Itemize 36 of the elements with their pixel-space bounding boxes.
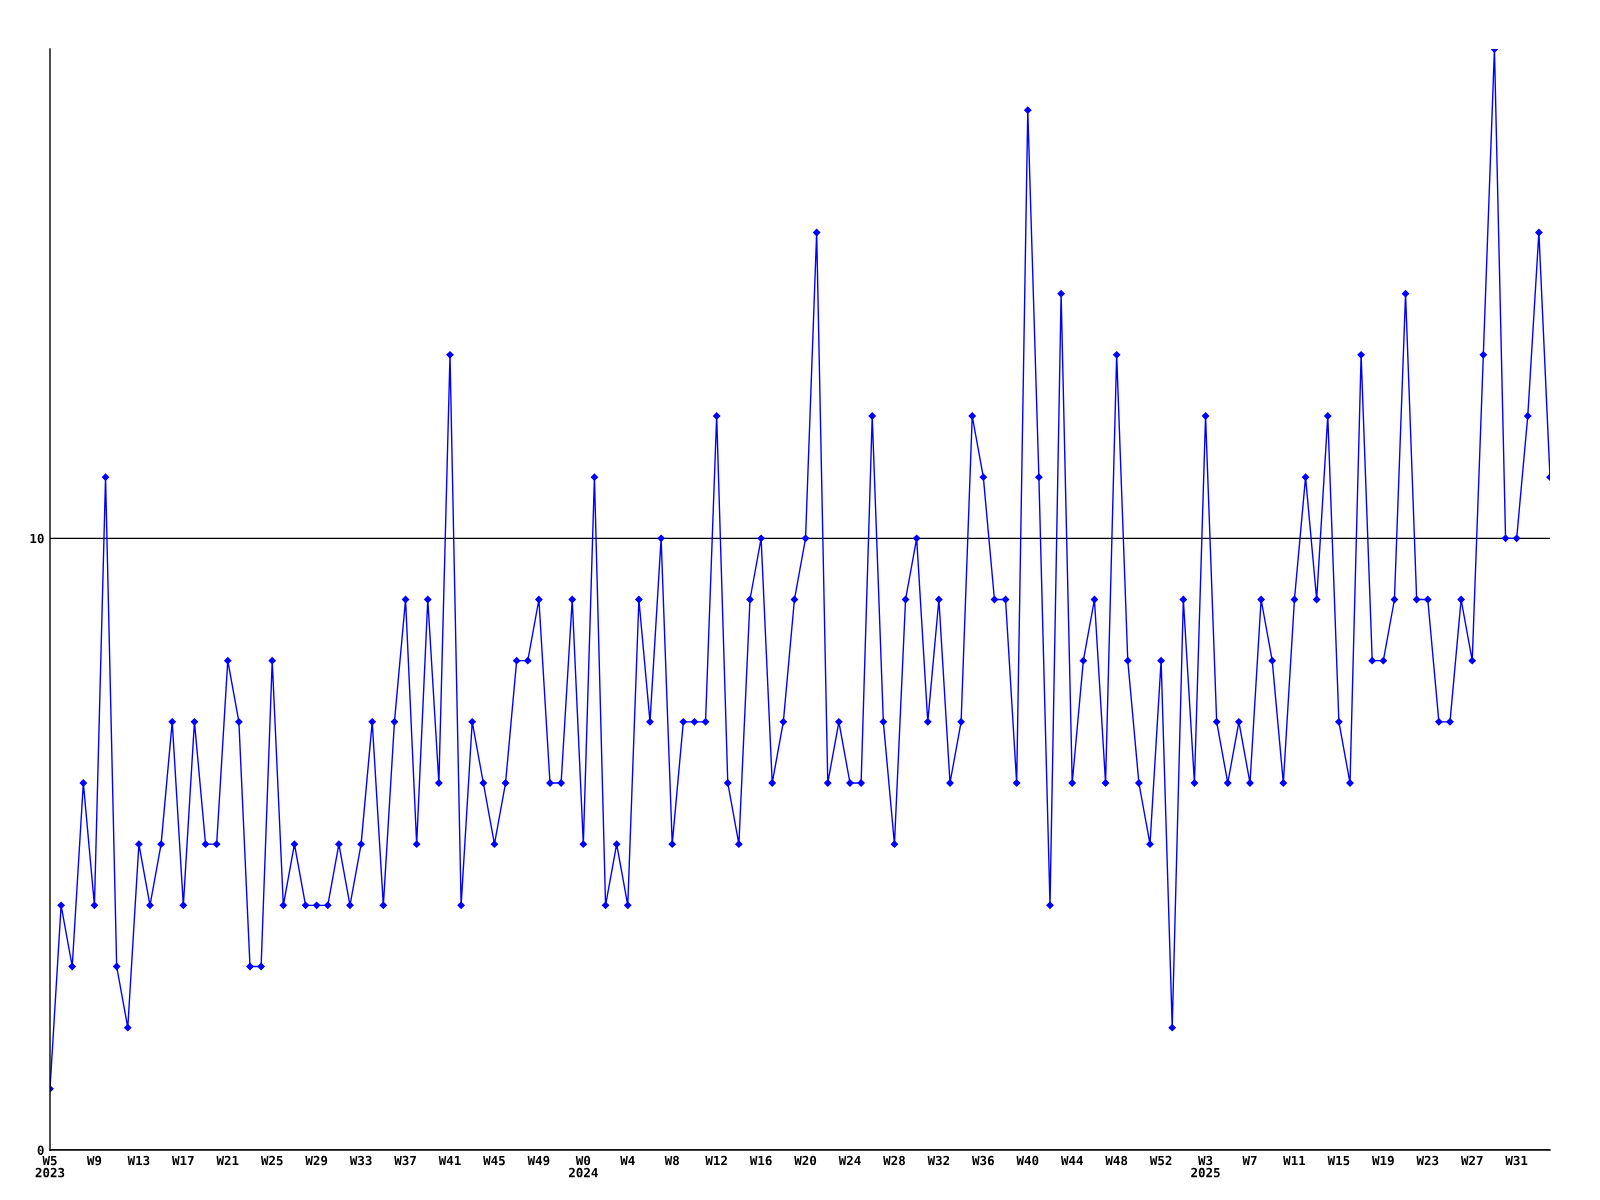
x-tick-label: W5 2023 [35, 1155, 65, 1178]
x-tick-label: W44 [1060, 1155, 1083, 1166]
x-tick-label: W27 [1460, 1155, 1483, 1166]
x-tick-label: W4 [620, 1155, 635, 1166]
x-tick-label: W37 [394, 1155, 416, 1166]
x-tick-label: W24 [838, 1155, 861, 1166]
x-tick-label: W23 [1416, 1155, 1439, 1166]
x-tick-label: W29 [305, 1155, 328, 1166]
x-tick-label: W32 [927, 1155, 950, 1166]
x-tick-label: W36 [972, 1155, 994, 1166]
x-tick-label: W8 [664, 1155, 679, 1166]
y-tick-label: 10 [30, 533, 44, 544]
x-tick-label: W19 [1372, 1155, 1394, 1166]
x-tick-label: W41 [438, 1155, 461, 1166]
x-tick-label: W7 [1242, 1155, 1257, 1166]
x-tick-label: W40 [1016, 1155, 1039, 1166]
x-tick-label: W48 [1105, 1155, 1128, 1166]
x-tick-label: W28 [883, 1155, 905, 1166]
x-tick-label: W16 [749, 1155, 772, 1166]
x-tick-label: W17 [172, 1155, 194, 1166]
x-tick-label: W33 [349, 1155, 372, 1166]
x-tick-label: W9 [86, 1155, 102, 1166]
x-tick-label: W21 [216, 1155, 239, 1166]
x-tick-label: W20 [794, 1155, 817, 1166]
x-tick-label: W12 [705, 1155, 727, 1166]
x-tick-label: W11 [1283, 1155, 1306, 1166]
y-tick-label: 0 [37, 1145, 44, 1155]
x-tick-label: W45 [483, 1155, 505, 1166]
x-tick-label: W31 [1505, 1155, 1528, 1166]
x-tick-label: W13 [127, 1155, 150, 1166]
x-tick-label: W0 2024 [568, 1155, 598, 1178]
x-tick-label: W25 [260, 1155, 283, 1166]
x-tick-label: W15 [1327, 1155, 1350, 1166]
x-tick-label: W3 2025 [1191, 1155, 1220, 1178]
x-tick-label: W49 [527, 1155, 550, 1166]
x-tick-label: W52 [1149, 1155, 1172, 1166]
